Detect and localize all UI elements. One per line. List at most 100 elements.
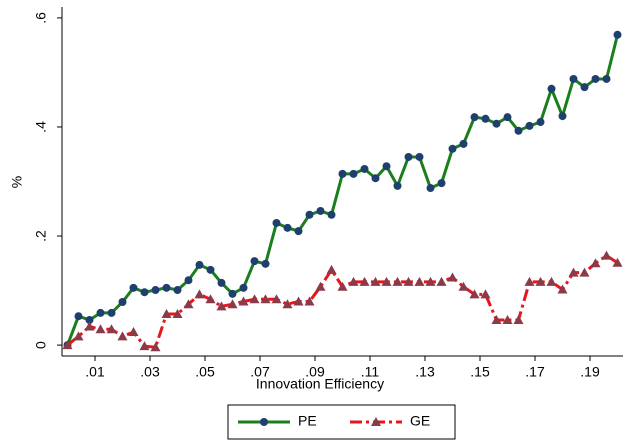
marker — [161, 309, 172, 319]
legend-label: PE — [298, 413, 317, 429]
marker — [547, 84, 556, 93]
marker — [172, 309, 183, 319]
marker — [470, 113, 479, 122]
marker — [150, 342, 161, 352]
marker — [382, 162, 391, 171]
marker — [304, 296, 315, 306]
marker — [535, 276, 546, 286]
marker — [557, 284, 568, 294]
marker — [580, 83, 589, 92]
marker — [349, 169, 358, 178]
marker — [503, 113, 512, 122]
marker — [227, 299, 238, 309]
marker — [96, 308, 105, 317]
marker — [217, 278, 226, 287]
marker — [371, 417, 381, 426]
marker — [249, 294, 260, 304]
marker — [359, 276, 370, 286]
marker — [85, 316, 94, 325]
marker — [261, 259, 270, 268]
marker — [326, 264, 337, 274]
marker — [205, 294, 216, 304]
marker — [316, 206, 325, 215]
x-tick-label: .15 — [470, 364, 490, 380]
marker — [73, 331, 84, 341]
marker — [502, 315, 513, 325]
x-tick-label: .11 — [361, 364, 380, 380]
marker — [392, 276, 403, 286]
marker — [426, 184, 435, 193]
x-tick-label: .17 — [525, 364, 545, 380]
marker — [74, 312, 83, 321]
marker — [260, 294, 271, 304]
marker — [579, 267, 590, 277]
series-line — [66, 253, 619, 349]
marker — [62, 340, 73, 350]
marker — [459, 139, 468, 148]
legend-label: GE — [410, 413, 430, 429]
marker — [283, 223, 292, 232]
x-tick-label: .13 — [415, 364, 435, 380]
x-axis-title: Innovation Efficiency — [256, 376, 384, 392]
marker — [140, 288, 149, 297]
marker — [525, 121, 534, 130]
marker — [436, 276, 447, 286]
marker — [393, 181, 402, 190]
marker — [250, 257, 259, 266]
marker — [569, 74, 578, 83]
marker — [425, 276, 436, 286]
marker — [239, 283, 248, 292]
marker — [481, 114, 490, 123]
y-tick-label: .2 — [33, 230, 49, 242]
marker — [272, 218, 281, 227]
marker — [546, 276, 557, 286]
marker — [447, 272, 458, 282]
marker — [107, 308, 116, 317]
marker — [162, 283, 171, 292]
marker — [305, 210, 314, 219]
marker — [238, 296, 249, 306]
marker — [591, 74, 600, 83]
marker — [403, 276, 414, 286]
x-tick-label: .19 — [580, 364, 600, 380]
x-tick-label: .01 — [85, 364, 105, 380]
marker — [371, 174, 380, 183]
marker — [458, 281, 469, 291]
marker — [492, 119, 501, 128]
marker — [173, 286, 182, 295]
y-tick-label: .6 — [33, 12, 49, 24]
marker — [228, 289, 237, 298]
x-tick-label: .07 — [250, 364, 270, 380]
marker — [437, 179, 446, 188]
marker — [183, 299, 194, 309]
marker — [206, 265, 215, 274]
marker — [536, 118, 545, 127]
marker — [448, 144, 457, 153]
marker — [117, 331, 128, 341]
marker — [315, 281, 326, 291]
marker — [513, 315, 524, 325]
marker — [338, 169, 347, 178]
marker — [216, 301, 227, 311]
series-line — [66, 34, 619, 346]
y-tick-label: 0 — [33, 341, 49, 349]
marker — [282, 299, 293, 309]
marker — [129, 283, 138, 292]
marker — [118, 298, 127, 307]
legend-box — [227, 404, 456, 440]
marker — [558, 112, 567, 121]
marker — [106, 324, 117, 334]
marker — [602, 74, 611, 83]
marker — [613, 30, 622, 39]
marker — [294, 227, 303, 236]
marker — [327, 210, 336, 219]
y-axis-title: % — [9, 176, 25, 188]
marker — [194, 289, 205, 299]
marker — [260, 418, 268, 426]
marker — [612, 257, 623, 267]
x-tick-label: .03 — [140, 364, 160, 380]
x-tick-label: .09 — [305, 364, 325, 380]
marker — [568, 267, 579, 277]
marker — [404, 152, 413, 161]
